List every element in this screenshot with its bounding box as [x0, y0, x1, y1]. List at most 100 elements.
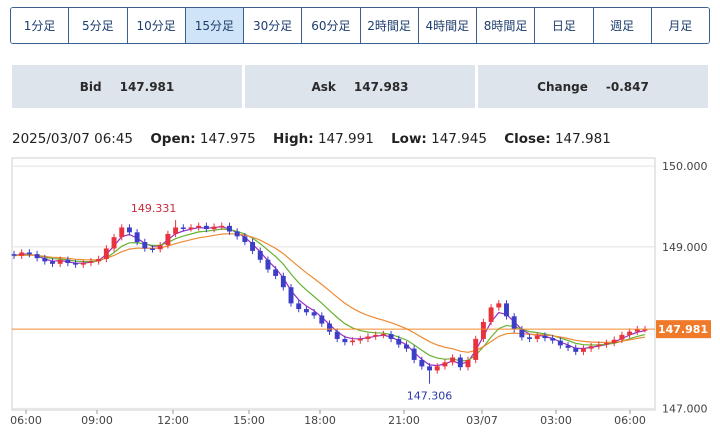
- candle-body: [119, 227, 125, 238]
- timeframe-tab[interactable]: 日足: [535, 8, 594, 43]
- timeframe-tab[interactable]: 5分足: [69, 8, 128, 43]
- timeframe-tab[interactable]: 月足: [651, 8, 709, 43]
- candle-body: [534, 335, 540, 339]
- candle-body: [642, 329, 648, 331]
- candle-body: [419, 359, 425, 367]
- candle-body: [373, 334, 379, 337]
- change-cell: Change -0.847: [478, 65, 708, 108]
- x-tick-label: 06:00: [614, 414, 646, 427]
- candle-body: [180, 227, 186, 229]
- timeframe-tab[interactable]: 30分足: [244, 8, 303, 43]
- candle-body: [42, 258, 48, 262]
- high-annotation: 149.331: [131, 202, 177, 215]
- high-value: 147.991: [317, 131, 374, 147]
- candle-body: [73, 263, 79, 265]
- candle-body: [403, 344, 409, 349]
- candle-body: [542, 335, 548, 339]
- candle-body: [319, 315, 325, 324]
- candle-body: [26, 252, 32, 255]
- moving-average-line-2: [13, 228, 646, 362]
- candle-body: [327, 323, 332, 332]
- candle-body: [34, 254, 40, 259]
- candle-body: [396, 338, 402, 345]
- candle-body: [634, 329, 640, 332]
- y-tick-label: 149.000: [662, 241, 708, 254]
- open-value: 147.975: [199, 131, 256, 147]
- candle-body: [296, 303, 302, 310]
- candle-body: [11, 254, 17, 256]
- candle-body: [188, 227, 194, 229]
- candle-body: [219, 225, 225, 228]
- candle-body: [442, 362, 448, 367]
- timeframe-tab[interactable]: 週足: [593, 8, 652, 43]
- candle-body: [150, 248, 155, 250]
- candle-body: [527, 337, 533, 339]
- timeframe-tabs: 1分足 5分足 10分足 15分足 30分足 60分足 2時間足 4時間足 8時間足 日足 週足 月足: [10, 7, 710, 44]
- x-tick-label: 15:00: [233, 414, 265, 427]
- timeframe-tab[interactable]: 10分足: [127, 8, 186, 43]
- candle-body: [411, 348, 417, 360]
- timeframe-tab[interactable]: 2時間足: [360, 8, 419, 43]
- candle-body: [557, 340, 563, 346]
- candle-body: [88, 261, 94, 263]
- candle-body: [50, 261, 55, 264]
- candle-body: [511, 316, 517, 330]
- candle-body: [627, 331, 633, 335]
- candle-body: [380, 334, 386, 336]
- candle-body: [173, 227, 179, 234]
- candle-body: [80, 263, 86, 265]
- candle-body: [303, 309, 309, 313]
- candle-body: [480, 321, 486, 339]
- change-value: -0.847: [605, 79, 649, 94]
- candle-body: [111, 237, 117, 249]
- timeframe-tab[interactable]: 15分足: [185, 8, 244, 43]
- candle-body: [588, 346, 594, 349]
- candle-body: [611, 339, 617, 343]
- candle-body: [580, 348, 586, 352]
- candle-body: [427, 366, 432, 371]
- candle-body: [365, 336, 371, 339]
- candle-body: [488, 307, 494, 322]
- ask-label: Ask: [311, 79, 336, 94]
- candle-body: [196, 225, 202, 228]
- candle-body: [550, 338, 556, 341]
- candle-body: [457, 357, 463, 368]
- candle-body: [465, 359, 471, 368]
- candle-body: [350, 340, 356, 343]
- low-value: 147.945: [431, 131, 487, 147]
- candle-body: [211, 226, 217, 230]
- candle-body: [242, 236, 248, 242]
- timeframe-tab[interactable]: 60分足: [302, 8, 361, 43]
- bid-cell: Bid 147.981: [12, 65, 242, 108]
- candle-body: [450, 357, 456, 363]
- candle-body: [334, 331, 340, 339]
- candle-body: [65, 259, 71, 263]
- candle-body: [280, 275, 286, 288]
- x-tick-label: 06:00: [10, 414, 42, 427]
- candle-body: [604, 342, 609, 345]
- candle-body: [388, 334, 394, 339]
- candle-body: [596, 344, 602, 347]
- price-chart[interactable]: 150.000 149.000 147.000 06:00 09:00 12:00 15:0…: [0, 148, 720, 435]
- low-annotation: 147.306: [407, 390, 453, 403]
- candle-body: [227, 225, 232, 232]
- close-value: 147.981: [554, 131, 611, 147]
- candle-body: [504, 303, 509, 317]
- timeframe-tab[interactable]: 8時間足: [477, 8, 536, 43]
- candle-body: [288, 287, 294, 304]
- candle-body: [57, 259, 63, 264]
- bid-label: Bid: [79, 79, 102, 94]
- change-label: Change: [537, 79, 588, 94]
- y-tick-label: 147.000: [662, 402, 708, 415]
- candle-body: [473, 338, 479, 360]
- timeframe-tab[interactable]: 4時間足: [418, 8, 477, 43]
- candle-body: [265, 259, 271, 270]
- x-tick-label: 03/07: [466, 414, 498, 427]
- timeframe-tab[interactable]: 1分足: [11, 8, 70, 43]
- candle-body: [19, 252, 25, 256]
- candle-body: [157, 245, 163, 250]
- ohlc-datetime: 2025/03/07 06:45: [12, 131, 134, 147]
- candle-body: [342, 338, 348, 343]
- x-tick-label: 03:00: [540, 414, 572, 427]
- candle-body: [496, 303, 502, 308]
